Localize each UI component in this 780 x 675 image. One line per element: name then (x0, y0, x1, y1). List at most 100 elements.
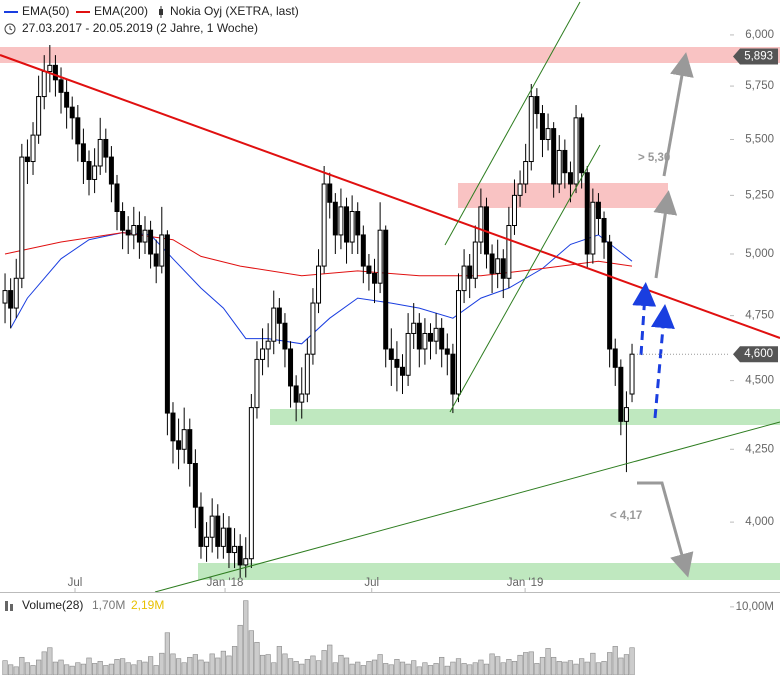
candle-body (590, 201, 596, 255)
volume-bar (114, 659, 120, 675)
volume-value: 2,19M (131, 598, 164, 612)
candle-body (47, 64, 53, 73)
volume-bar (170, 653, 176, 675)
volume-bar (164, 632, 170, 675)
trendlines (0, 1, 780, 593)
volume-bar (601, 661, 607, 675)
volume-bar (573, 663, 579, 675)
volume-bar (383, 663, 389, 675)
volume-bar (69, 665, 75, 675)
x-tick-label: Jan '19 (507, 577, 544, 589)
chart-title: Nokia Oyj (XETRA, last) (170, 4, 299, 18)
volume-bar (226, 655, 232, 675)
volume-bar (175, 658, 182, 675)
volume-bar (259, 654, 266, 675)
volume-bar (315, 660, 322, 675)
volume-bar (80, 663, 87, 675)
candle-body (584, 172, 590, 255)
volume-bar (495, 656, 501, 675)
volume-bar (467, 664, 473, 675)
candle-body (467, 265, 473, 279)
candle-body (114, 183, 120, 213)
y-tick-label: 4,500 (745, 375, 774, 387)
volume-bar (332, 662, 338, 675)
volume-bar (321, 650, 327, 675)
price-badge (733, 346, 778, 363)
volume-bar (304, 659, 310, 675)
candle-body (551, 128, 557, 185)
candle-body (344, 206, 350, 243)
channel-line (449, 144, 601, 413)
candle-body (579, 117, 585, 174)
candle-body (237, 545, 243, 566)
volume-bar (511, 661, 518, 675)
volume-bar (64, 664, 70, 675)
volume-bar (343, 657, 350, 675)
candle-body (243, 558, 249, 566)
trendline (154, 421, 780, 593)
volume-bar (119, 658, 126, 675)
candle-body (30, 134, 36, 163)
candle-body (450, 353, 456, 395)
candle-body (282, 322, 288, 350)
volume-bar (483, 663, 490, 675)
candle-body (607, 241, 613, 350)
volume-bar (461, 663, 467, 675)
volume-bar (534, 663, 540, 675)
candle-body (612, 348, 618, 368)
icon (159, 9, 163, 15)
support-zone (198, 563, 780, 580)
candle-body (142, 229, 148, 243)
volume-bar (276, 646, 282, 675)
candle-body (405, 332, 411, 376)
y-tick-label: 5,500 (745, 134, 774, 146)
price-label: 4,600 (744, 348, 773, 360)
volume-bar (489, 653, 495, 675)
volume-bar (159, 652, 165, 675)
volume-bar (86, 657, 92, 675)
volume-bar (371, 659, 378, 675)
volume-bar (153, 665, 159, 675)
volume-bar (405, 663, 411, 675)
candle-body (288, 348, 294, 387)
candle-body (455, 290, 461, 395)
candle-body (24, 156, 30, 163)
volume-bar (13, 666, 19, 675)
volume-bar (422, 662, 428, 675)
volume-bar (623, 654, 630, 675)
volume-bar (579, 658, 585, 675)
volume-bar (237, 624, 243, 675)
candle-body (265, 340, 271, 350)
candle-body (422, 332, 428, 350)
volume-bar (58, 659, 64, 675)
volume-bar (338, 654, 344, 675)
volume-bar (8, 664, 14, 675)
candle-body (338, 206, 344, 236)
volume-bar (500, 662, 506, 675)
candle-body (461, 265, 467, 292)
volume-bar (584, 661, 590, 675)
candle-body (181, 429, 187, 450)
resistance-zone (458, 183, 668, 208)
candle-body (204, 536, 210, 547)
volume-bar (108, 663, 115, 675)
candle-body (108, 156, 114, 185)
candle-body (97, 138, 103, 167)
volume-bar (187, 656, 193, 675)
candle-body (321, 183, 327, 267)
candle-body (13, 277, 19, 309)
price-label: 5,893 (744, 51, 773, 63)
candle-body (411, 322, 417, 334)
volume-bar (439, 656, 445, 675)
annotation: > 5,30 (638, 152, 670, 164)
arrow (650, 304, 675, 419)
volume-bar (248, 630, 254, 675)
volume-bar (455, 658, 462, 675)
candle-body (556, 149, 562, 185)
candle-body (148, 229, 154, 255)
volume-bar (394, 659, 400, 675)
volume-bar (523, 652, 529, 675)
channel-line (444, 1, 581, 246)
candle-body (159, 234, 165, 267)
